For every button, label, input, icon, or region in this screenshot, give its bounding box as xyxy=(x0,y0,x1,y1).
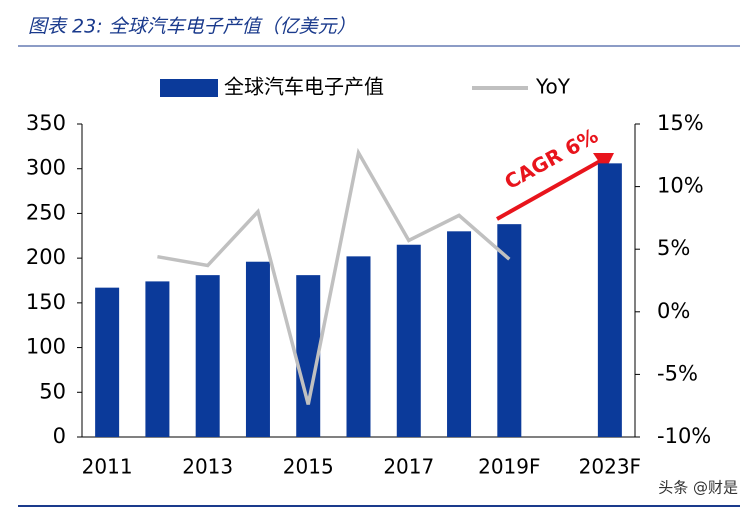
x-tick-label: 2023F xyxy=(579,455,641,479)
x-tick-label: 2019F xyxy=(478,455,540,479)
y-tick-label: 150 xyxy=(26,290,66,314)
chart-title: 图表 23: 全球汽车电子产值（亿美元） xyxy=(28,16,356,38)
x-tick-label: 2015 xyxy=(283,455,334,479)
watermark: 头条 @财是 xyxy=(658,479,738,497)
y-tick-label: 0 xyxy=(53,424,66,448)
cagr-arrow xyxy=(496,158,603,221)
bar xyxy=(346,256,371,437)
y2-tick-label: 0% xyxy=(657,299,690,323)
y-tick-label: 50 xyxy=(39,379,66,403)
y-tick-label: 100 xyxy=(26,335,66,359)
bar xyxy=(497,224,522,437)
legend-label: 全球汽车电子产值 xyxy=(224,75,384,99)
legend-label: YoY xyxy=(535,75,571,99)
bar xyxy=(195,275,220,437)
bar xyxy=(597,163,622,437)
y2-tick-label: 10% xyxy=(657,174,704,198)
y2-tick-label: -5% xyxy=(657,361,698,385)
bar xyxy=(245,261,270,437)
y-tick-label: 250 xyxy=(26,200,66,224)
cagr-arrowhead xyxy=(593,153,614,171)
line xyxy=(157,147,511,405)
y-tick-label: 200 xyxy=(26,245,66,269)
y2-tick-label: 15% xyxy=(657,111,704,135)
bar xyxy=(95,287,120,437)
bar xyxy=(396,244,421,437)
x-tick-label: 2011 xyxy=(82,455,133,479)
x-tick-label: 2013 xyxy=(182,455,233,479)
legend-swatch xyxy=(160,79,218,97)
x-tick-label: 2017 xyxy=(383,455,434,479)
y2-tick-label: 5% xyxy=(657,236,690,260)
y-tick-label: 350 xyxy=(26,111,66,135)
y2-tick-label: -10% xyxy=(657,424,711,448)
bar xyxy=(145,281,170,437)
y-tick-label: 300 xyxy=(26,156,66,180)
cagr-label: CAGR 6% xyxy=(500,123,602,194)
bar xyxy=(447,231,472,437)
